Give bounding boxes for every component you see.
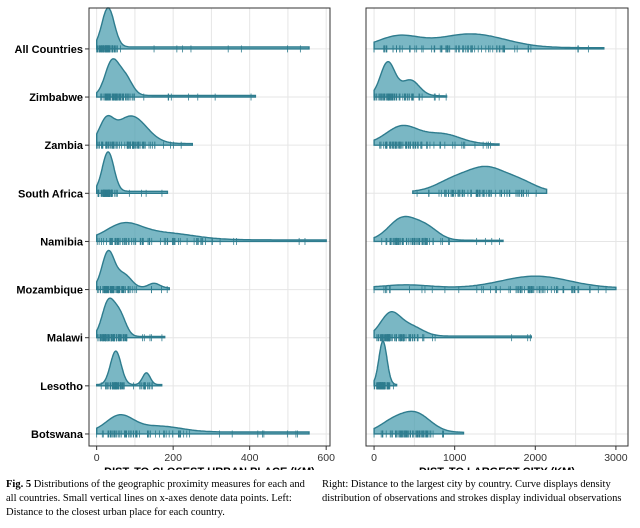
density-mozambique: [373, 275, 617, 291]
density-botswana: [96, 414, 310, 435]
caption-right-text: Right: Distance to the largest city by c…: [322, 479, 622, 504]
density-zimbabwe: [373, 61, 448, 98]
caption-left: Fig. 5 Distributions of the geographic p…: [6, 478, 308, 520]
density-all-countries: [96, 7, 310, 50]
country-label: Zimbabwe: [29, 92, 83, 104]
density-all-countries: [373, 33, 605, 50]
country-label: Namibia: [40, 236, 84, 248]
country-labels: All Countries Zimbabwe Zambia South Africa N…: [15, 44, 89, 441]
x-tick-label: 600: [317, 452, 335, 464]
density-south-africa: [412, 165, 548, 195]
country-label: Zambia: [44, 140, 83, 152]
country-label: Botswana: [31, 429, 84, 441]
x-axis-label: DIST. TO LARGEST CITY (KM): [419, 466, 575, 470]
panel-border: [88, 7, 331, 447]
country-label: Lesotho: [40, 381, 83, 393]
x-tick-label: 2000: [524, 452, 548, 464]
x-tick-label: 400: [241, 452, 259, 464]
figure: 0 200 400 600DIST. TO CLOSEST URBAN PLACE (…: [15, 7, 629, 470]
country-label: Malawi: [47, 333, 83, 345]
density-malawi: [373, 311, 532, 339]
panel-border: [365, 7, 629, 447]
country-label: All Countries: [15, 44, 83, 56]
density-botswana: [373, 410, 465, 435]
x-tick-label: 1000: [443, 452, 467, 464]
density-zambia: [96, 114, 193, 146]
caption-left-text: Distributions of the geographic proximit…: [6, 479, 305, 518]
density-mozambique: [96, 249, 170, 291]
country-label: Mozambique: [16, 285, 83, 297]
density-lesotho: [96, 350, 163, 387]
x-tick-label: 0: [371, 452, 377, 464]
x-tick-label: 0: [94, 452, 100, 464]
panel-left-closest-urban: 0 200 400 600DIST. TO CLOSEST URBAN PLACE (…: [88, 7, 335, 470]
x-tick-label: 3000: [604, 452, 628, 464]
density-malawi: [96, 297, 166, 339]
density-zimbabwe: [96, 58, 257, 98]
caption-figure-label: Fig. 5: [6, 479, 32, 490]
density-zambia: [373, 124, 500, 146]
caption-right: Right: Distance to the largest city by c…: [322, 478, 634, 506]
country-label: South Africa: [18, 188, 84, 200]
x-tick-label: 200: [164, 452, 182, 464]
density-namibia: [373, 215, 504, 243]
x-axis-label: DIST. TO CLOSEST URBAN PLACE (KM): [104, 466, 315, 470]
density-south-africa: [96, 151, 169, 195]
panel-right-largest-city: 0 1000 2000 3000 DIST. TO LARGEST CITY (KM): [365, 7, 629, 470]
density-lesotho: [373, 340, 398, 387]
